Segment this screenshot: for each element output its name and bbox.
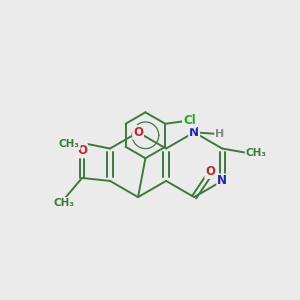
Text: CH₃: CH₃ bbox=[246, 148, 267, 158]
Text: CH₃: CH₃ bbox=[59, 139, 80, 149]
Text: H: H bbox=[215, 129, 224, 139]
Text: O: O bbox=[206, 165, 215, 178]
Text: Cl: Cl bbox=[183, 114, 196, 127]
Text: N: N bbox=[217, 174, 227, 188]
Text: CH₃: CH₃ bbox=[54, 198, 75, 208]
Text: N: N bbox=[189, 126, 199, 139]
Text: O: O bbox=[133, 126, 143, 139]
Text: O: O bbox=[77, 144, 87, 158]
